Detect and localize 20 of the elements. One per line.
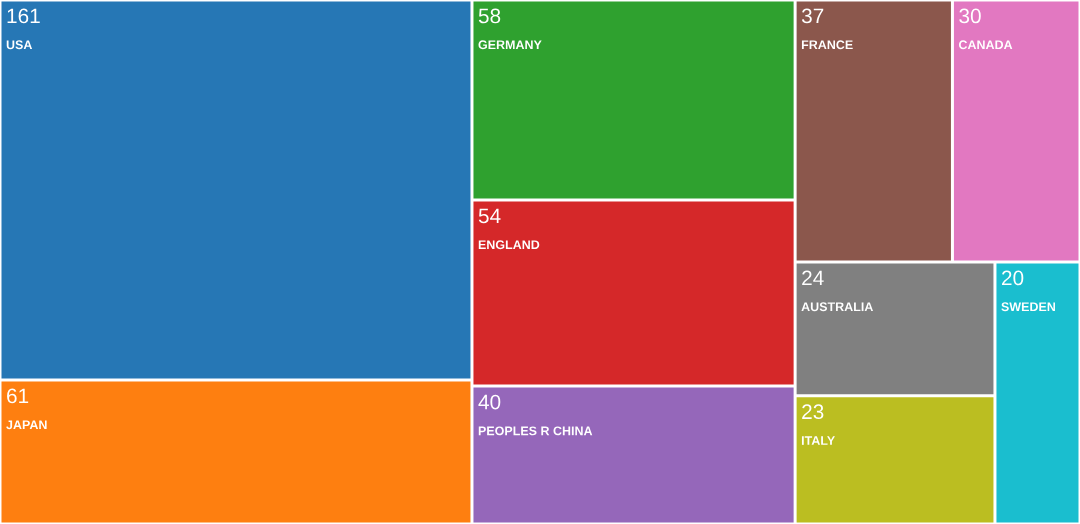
category-label: FRANCE: [801, 40, 853, 50]
category-label: JAPAN: [6, 420, 47, 430]
data-label: 54: [478, 208, 501, 224]
category-label: AUSTRALIA: [801, 302, 874, 312]
data-label: 58: [478, 8, 501, 24]
category-label: PEOPLES R CHINA: [478, 426, 593, 436]
data-label: 23: [802, 404, 824, 420]
category-label: ENGLAND: [478, 240, 540, 250]
data-label: 20: [1002, 270, 1024, 286]
data-label: 30: [959, 8, 981, 24]
data-label: 40: [478, 394, 501, 410]
category-label: ITALY: [801, 436, 835, 445]
category-label: CANADA: [958, 40, 1013, 50]
category-label: SWEDEN: [1001, 302, 1055, 312]
category-label: GERMANY: [478, 40, 542, 50]
category-label: USA: [6, 40, 33, 50]
data-label: 161: [7, 8, 40, 24]
data-label: 37: [801, 8, 824, 24]
data-label: 61: [7, 388, 29, 404]
data-label: 24: [802, 270, 824, 286]
